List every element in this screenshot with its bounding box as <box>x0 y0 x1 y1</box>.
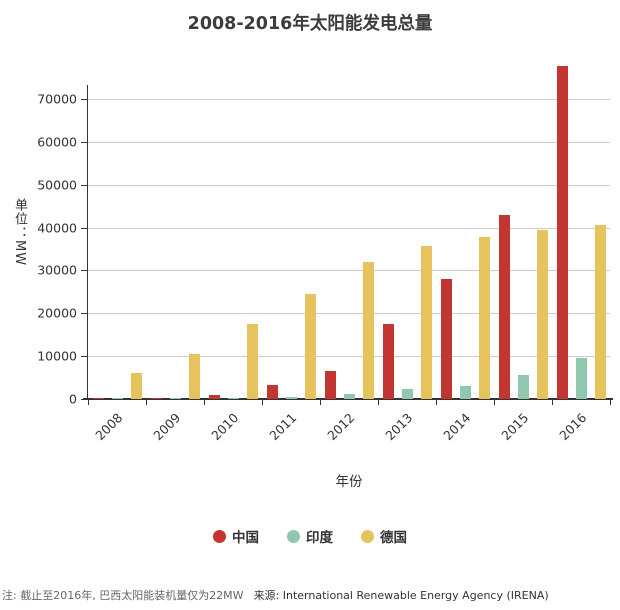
legend-item-0[interactable]: 中国 <box>213 526 259 546</box>
bar-series-0-2010 <box>208 395 220 399</box>
bar-series-0-2013 <box>382 324 394 399</box>
gridline <box>88 356 610 358</box>
legend-label: 印度 <box>306 530 333 546</box>
x-axis-tick-label: 2016 <box>556 410 590 444</box>
x-axis-title: 年份 <box>335 474 363 490</box>
legend-marker-icon <box>213 529 226 543</box>
x-axis-tick-label: 2011 <box>266 410 300 444</box>
legend-marker-icon <box>361 529 374 543</box>
gridline <box>88 99 610 100</box>
x-axis-tick <box>610 399 611 405</box>
y-axis-tick-label: 40000 <box>37 220 77 236</box>
y-axis-tick-label: 30000 <box>37 262 77 278</box>
y-axis-tick <box>81 227 88 229</box>
x-axis-tick-label: 2013 <box>382 410 416 444</box>
bar-series-2-2008 <box>130 372 142 399</box>
bar-series-2-2014 <box>478 236 490 399</box>
y-axis-tick <box>81 356 88 358</box>
bar-series-0-2016 <box>556 65 568 399</box>
bar-series-0-2012 <box>324 370 336 399</box>
bar-series-0-2015 <box>498 214 510 399</box>
bar-series-1-2015 <box>517 375 529 399</box>
y-axis-tick <box>81 184 88 186</box>
legend-item-2[interactable]: 德国 <box>361 526 407 546</box>
x-axis-tick-label: 2009 <box>150 410 184 444</box>
bar-series-0-2011 <box>266 384 278 399</box>
x-axis-tick-label: 2012 <box>324 410 358 444</box>
x-axis-tick <box>146 399 147 405</box>
y-axis-tick <box>81 99 88 100</box>
x-axis-tick <box>552 399 553 405</box>
x-axis-tick <box>204 399 205 405</box>
y-axis-tick-label: 60000 <box>37 134 77 150</box>
x-axis-tick-label: 2015 <box>498 410 532 444</box>
x-axis-tick-label: 2010 <box>208 410 242 444</box>
bar-series-2-2010 <box>246 324 258 399</box>
x-axis-tick <box>88 399 89 405</box>
y-axis-tick <box>81 141 88 143</box>
y-axis-tick <box>81 313 88 315</box>
y-axis-tick-label: 20000 <box>37 305 77 321</box>
bar-series-2-2009 <box>188 354 200 399</box>
legend-item-1[interactable]: 印度 <box>287 526 333 546</box>
y-axis-tick <box>81 270 88 272</box>
bar-series-2-2012 <box>362 261 374 399</box>
bar-series-1-2016 <box>575 357 587 399</box>
y-axis-line <box>87 85 88 399</box>
bar-series-2-2011 <box>304 294 316 399</box>
x-axis-line <box>83 398 613 400</box>
y-axis-tick-label: 10000 <box>37 348 77 364</box>
legend-marker-icon <box>287 529 300 543</box>
y-axis-tick <box>81 399 88 400</box>
x-axis-tick <box>378 399 379 405</box>
chart-title: 2008-2016年太阳能发电总量 <box>187 14 433 34</box>
legend: 中国 印度 德国 <box>0 526 620 546</box>
y-axis-tick-label: 50000 <box>37 177 77 193</box>
y-axis-tick-label: 70000 <box>37 91 77 107</box>
bar-series-0-2008 <box>92 398 104 399</box>
note-text: 注: 截止至2016年, 巴西太阳能装机量仅为22MW <box>2 589 244 602</box>
bar-series-1-2008 <box>111 398 123 399</box>
bar-series-2-2013 <box>420 246 432 399</box>
gridline <box>88 313 610 315</box>
gridline <box>88 141 610 143</box>
source-text: 来源: International Renewable Energy Agenc… <box>253 589 549 602</box>
bar-series-1-2010 <box>227 398 239 399</box>
gridline <box>88 184 610 186</box>
bar-series-2-2015 <box>536 230 548 399</box>
bar-series-1-2011 <box>285 396 297 399</box>
bar-series-1-2012 <box>343 393 355 399</box>
bar-series-2-2016 <box>594 224 606 399</box>
x-axis-tick <box>262 399 263 405</box>
y-axis-tick-label: 0 <box>69 391 77 407</box>
x-axis-tick <box>320 399 321 405</box>
gridline <box>88 227 610 229</box>
x-axis-tick <box>494 399 495 405</box>
footer-note: 注: 截止至2016年, 巴西太阳能装机量仅为22MW 来源: Internati… <box>2 587 618 603</box>
gridline <box>88 270 610 272</box>
bar-series-1-2014 <box>459 385 471 399</box>
bar-series-0-2014 <box>440 279 452 399</box>
plot-area: 0 10000 20000 30000 40000 50000 60000 70000 2008… <box>37 65 613 443</box>
legend-label: 中国 <box>232 530 259 546</box>
bar-series-0-2009 <box>150 397 162 399</box>
x-axis-tick-label: 2008 <box>92 410 126 444</box>
y-axis-title: 单位：MW <box>12 198 27 267</box>
x-axis-tick-label: 2014 <box>440 410 474 444</box>
bar-series-1-2013 <box>401 389 413 399</box>
x-axis-tick <box>436 399 437 405</box>
legend-label: 德国 <box>380 530 407 546</box>
bar-series-1-2009 <box>169 398 181 399</box>
